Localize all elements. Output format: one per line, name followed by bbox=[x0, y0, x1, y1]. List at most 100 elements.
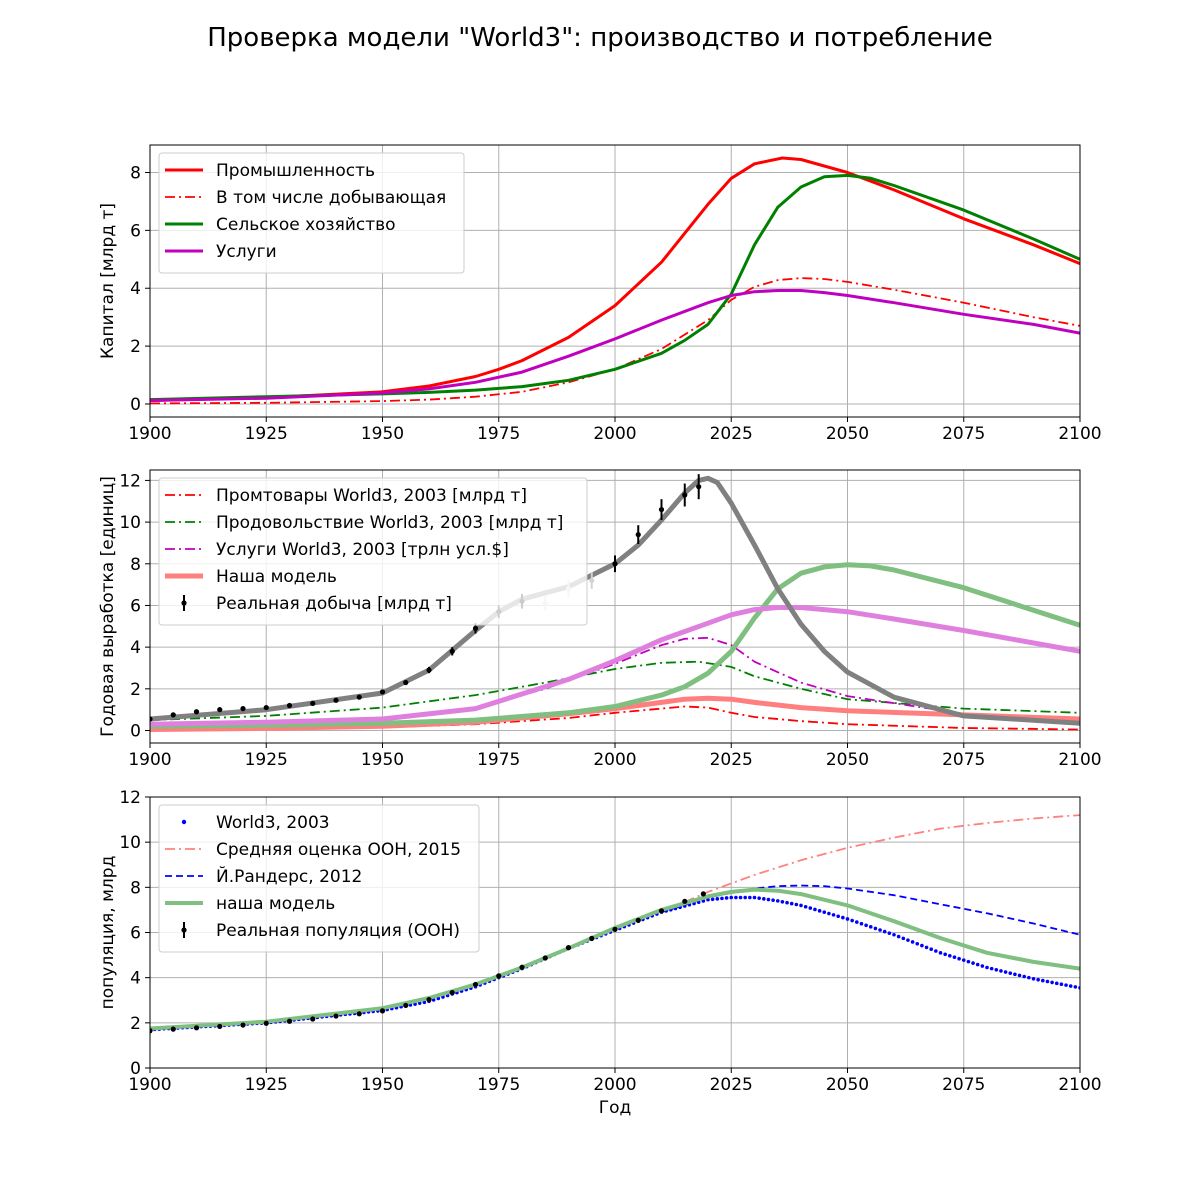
observed-point bbox=[286, 702, 293, 709]
series-point bbox=[752, 895, 757, 900]
series-line bbox=[150, 289, 1080, 402]
y-tick-label: 6 bbox=[130, 924, 141, 944]
y-tick-label: 8 bbox=[130, 878, 141, 898]
x-tick-label: 2000 bbox=[593, 424, 636, 444]
x-tick-label: 2050 bbox=[826, 424, 869, 444]
series-point bbox=[943, 952, 947, 957]
series-point bbox=[845, 917, 850, 921]
series-line bbox=[150, 156, 1080, 402]
observed-point bbox=[150, 716, 153, 722]
y-axis-label: популяция, млрд bbox=[98, 856, 118, 1010]
legend-label: Продовольствие World3, 2003 [млрд т] bbox=[216, 513, 563, 533]
series-point bbox=[822, 910, 827, 914]
series-point bbox=[887, 931, 892, 935]
series-point bbox=[1017, 973, 1022, 978]
y-tick-label: 2 bbox=[130, 680, 141, 700]
legend-label: наша модель bbox=[216, 894, 335, 914]
legend-label: Промышленность bbox=[216, 161, 375, 181]
series-point bbox=[850, 918, 854, 923]
y-axis-label: Капитал [млрд т] bbox=[98, 203, 118, 359]
series-point bbox=[1003, 970, 1008, 974]
series-point bbox=[994, 967, 999, 972]
y-tick-label: 2 bbox=[130, 1014, 141, 1034]
observed-point bbox=[449, 989, 455, 996]
legend-label: Услуги World3, 2003 [трлн усл.$] bbox=[216, 540, 509, 560]
legend: Промтовары World3, 2003 [млрд т] Продовол… bbox=[158, 477, 588, 626]
series-point bbox=[841, 915, 845, 920]
series-point bbox=[417, 1001, 422, 1005]
y-tick-label: 12 bbox=[119, 471, 141, 491]
x-tick-label: 2025 bbox=[710, 1075, 753, 1095]
series-point bbox=[1068, 984, 1073, 988]
series-line bbox=[150, 887, 1080, 1031]
legend: World3, 2003 Средняя оценка ООН, 2015 Й.Ра… bbox=[158, 804, 480, 953]
y-tick-label: 10 bbox=[119, 833, 141, 853]
observed-point bbox=[426, 996, 432, 1003]
series-point bbox=[915, 941, 920, 946]
series-point bbox=[985, 965, 989, 970]
x-tick-label: 1975 bbox=[477, 1075, 520, 1095]
series-point bbox=[882, 929, 887, 934]
x-tick-label: 1975 bbox=[477, 424, 520, 444]
series-point bbox=[813, 907, 817, 912]
series-point bbox=[422, 1000, 427, 1005]
observed-point bbox=[658, 506, 665, 513]
series-point bbox=[878, 928, 882, 932]
series-point bbox=[748, 895, 752, 900]
series-point bbox=[743, 895, 747, 900]
series-point bbox=[868, 925, 873, 929]
series-group bbox=[150, 814, 1080, 1034]
series-point bbox=[1045, 979, 1050, 984]
series-line bbox=[150, 695, 1080, 732]
series-point bbox=[924, 945, 929, 950]
series-point bbox=[864, 923, 868, 928]
series-point bbox=[785, 900, 789, 905]
x-tick-label: 2025 bbox=[710, 750, 753, 770]
y-tick-label: 2 bbox=[130, 337, 141, 357]
ticks: 1900 1925 1950 1975 2000 2025 2050 2075 2100 0 2 4 6… bbox=[128, 163, 1101, 444]
series-point bbox=[966, 959, 971, 964]
series-point bbox=[836, 914, 840, 919]
series-point bbox=[1022, 974, 1026, 979]
x-tick-label: 1925 bbox=[245, 424, 288, 444]
observed-point bbox=[635, 532, 641, 538]
series-point bbox=[701, 899, 706, 903]
series-line bbox=[150, 605, 1080, 727]
observed-point bbox=[240, 1022, 246, 1028]
y-tick-label: 4 bbox=[130, 638, 141, 658]
series-point bbox=[1031, 976, 1036, 981]
y-tick-label: 0 bbox=[130, 395, 141, 415]
x-tick-label: 2075 bbox=[942, 424, 985, 444]
legend-label: Й.Рандерс, 2012 bbox=[216, 865, 362, 887]
observed-point bbox=[193, 1025, 200, 1031]
observed-point bbox=[612, 926, 618, 932]
series-point bbox=[775, 899, 780, 903]
y-tick-label: 6 bbox=[130, 596, 141, 616]
observed-point bbox=[263, 1020, 269, 1026]
observed-point bbox=[403, 1002, 409, 1009]
series-line bbox=[150, 173, 1080, 402]
observed-point bbox=[519, 964, 525, 970]
legend-label: Промтовары World3, 2003 [млрд т] bbox=[216, 486, 527, 506]
legend-marker bbox=[181, 600, 187, 606]
series-point bbox=[724, 896, 729, 900]
observed-point bbox=[472, 625, 479, 631]
x-tick-label: 1900 bbox=[128, 1075, 171, 1095]
series-point bbox=[896, 934, 901, 939]
series-point bbox=[1073, 985, 1078, 989]
series-point bbox=[1059, 982, 1064, 987]
observed-point bbox=[356, 1011, 362, 1017]
y-tick-label: 10 bbox=[119, 513, 141, 533]
series-point bbox=[961, 958, 966, 962]
observed-point bbox=[333, 1013, 339, 1019]
series-point bbox=[1008, 971, 1013, 975]
x-tick-label: 2000 bbox=[593, 750, 636, 770]
legend-label: Сельское хозяйство bbox=[216, 215, 396, 235]
observed-point bbox=[333, 697, 339, 703]
series-point bbox=[1036, 977, 1040, 982]
x-tick-label: 2000 bbox=[593, 1075, 636, 1095]
observed-point bbox=[379, 1008, 386, 1014]
series-point bbox=[766, 897, 771, 902]
series-point bbox=[1013, 972, 1017, 977]
y-tick-label: 0 bbox=[130, 1059, 141, 1079]
